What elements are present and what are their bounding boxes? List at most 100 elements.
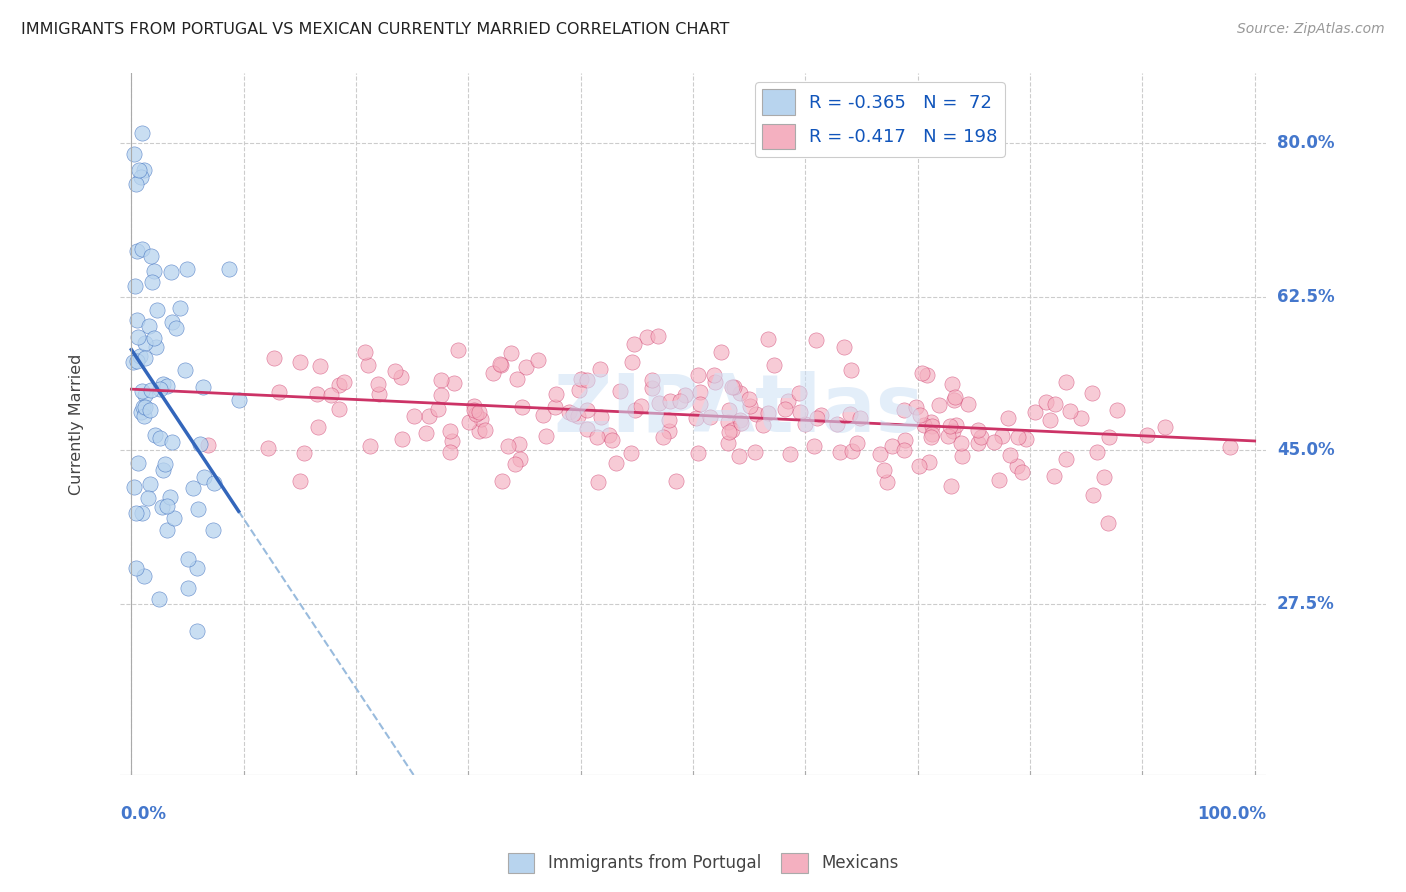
Point (586, 475, 609, 490)
Point (447, 343, 470, 358)
Point (402, 409, 425, 423)
Point (839, 407, 862, 421)
Point (921, 426, 943, 441)
Point (149, 382, 172, 396)
Point (124, 279, 146, 293)
Point (415, 426, 437, 441)
Point (942, 424, 965, 438)
Point (527, 352, 550, 367)
Text: ZIPAtlas: ZIPAtlas (554, 371, 924, 449)
Point (776, 393, 799, 408)
Point (920, 415, 942, 429)
Point (623, 337, 645, 351)
Point (738, 392, 761, 407)
Point (1085, 445, 1108, 459)
Point (143, 264, 166, 278)
Point (804, 334, 827, 348)
Point (169, 301, 191, 315)
Point (908, 459, 931, 474)
Point (720, 380, 742, 394)
Point (641, 373, 664, 387)
Point (598, 427, 620, 442)
Point (893, 403, 915, 417)
Point (1097, 430, 1119, 444)
Point (659, 393, 682, 408)
Point (509, 451, 531, 466)
Point (193, 469, 215, 483)
Point (789, 405, 811, 419)
Legend: Immigrants from Portugal, Mexicans: Immigrants from Portugal, Mexicans (501, 847, 905, 880)
Point (756, 406, 779, 420)
Text: 80.0%: 80.0% (1277, 134, 1334, 153)
Point (131, 506, 153, 520)
Point (988, 473, 1011, 487)
Text: 0.0%: 0.0% (120, 805, 166, 823)
Point (134, 351, 156, 365)
Point (685, 411, 707, 425)
Point (589, 410, 612, 425)
Point (1005, 459, 1028, 474)
Point (508, 437, 530, 451)
Point (893, 442, 915, 457)
Point (152, 463, 174, 477)
Point (969, 430, 991, 444)
Point (125, 561, 148, 575)
Point (148, 592, 170, 607)
Point (319, 388, 342, 402)
Point (912, 418, 935, 433)
Point (716, 435, 738, 450)
Point (1056, 451, 1078, 466)
Point (983, 435, 1005, 450)
Point (1136, 428, 1159, 442)
Point (942, 392, 965, 407)
Point (686, 446, 709, 460)
Point (156, 523, 179, 537)
Point (567, 409, 589, 424)
Point (501, 346, 523, 360)
Point (228, 393, 250, 408)
Point (641, 381, 664, 395)
Point (1092, 470, 1115, 484)
Point (720, 423, 742, 437)
Point (744, 445, 766, 459)
Point (568, 383, 591, 397)
Point (745, 408, 768, 422)
Point (669, 394, 692, 409)
Point (162, 315, 184, 329)
Point (139, 383, 162, 397)
Point (917, 455, 939, 469)
Point (793, 417, 815, 432)
Point (131, 384, 153, 398)
Text: Source: ZipAtlas.com: Source: ZipAtlas.com (1237, 22, 1385, 37)
Point (1154, 420, 1177, 434)
Point (131, 170, 153, 185)
Point (561, 407, 583, 421)
Point (873, 463, 896, 477)
Point (152, 377, 174, 392)
Point (911, 367, 934, 381)
Point (481, 366, 503, 380)
Point (391, 432, 413, 446)
Point (427, 402, 450, 417)
Point (941, 479, 963, 493)
Point (174, 362, 197, 376)
Point (149, 431, 172, 445)
Point (1011, 465, 1033, 479)
Point (832, 340, 855, 354)
Point (869, 447, 891, 461)
Point (468, 424, 491, 438)
Point (145, 340, 167, 354)
Point (367, 377, 389, 392)
Point (1219, 440, 1241, 454)
Point (917, 368, 939, 383)
Point (839, 363, 862, 377)
Point (1007, 430, 1029, 444)
Point (439, 425, 461, 439)
Point (647, 396, 669, 410)
Point (181, 481, 204, 495)
Point (307, 420, 329, 434)
Point (699, 410, 721, 425)
Point (665, 474, 688, 488)
Point (728, 449, 751, 463)
Point (430, 388, 453, 402)
